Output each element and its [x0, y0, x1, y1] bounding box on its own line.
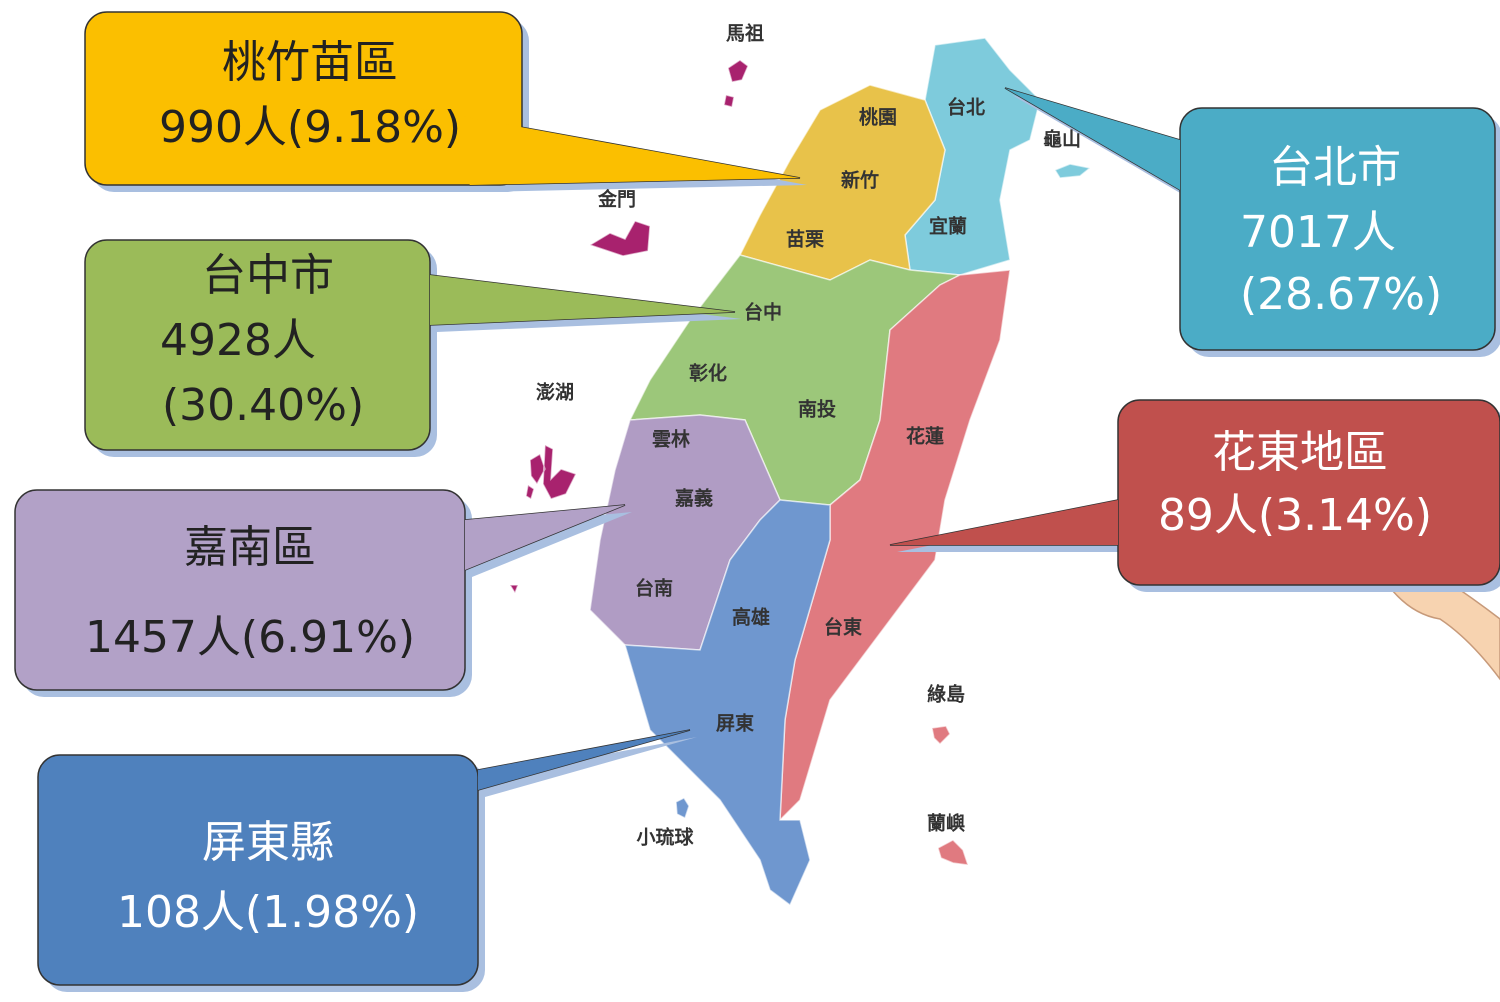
- region-south: [623, 499, 831, 907]
- callout: 台北市 7017人 (28.67%): [1004, 87, 1500, 357]
- callout-join: [430, 275, 735, 325]
- map-label: 嘉義: [674, 487, 713, 510]
- callout-text: (28.67%): [1240, 269, 1442, 320]
- map-label: 南投: [798, 398, 836, 421]
- map-label: 宜蘭: [929, 215, 967, 238]
- callout-text: 108人(1.98%): [117, 887, 419, 938]
- callout-join: [1005, 88, 1180, 190]
- callouts: 桃竹苗區 990人(9.18%) 台中市 4928人 (30.40%) 嘉南區 1457人(…: [14, 11, 1500, 992]
- callout-box: [37, 754, 479, 986]
- island-penghu: [525, 443, 578, 501]
- map-label: 屏東: [716, 712, 754, 735]
- callout: 花東地區 89人(3.14%): [889, 399, 1500, 592]
- callout: 台中市 4928人 (30.40%): [84, 239, 742, 457]
- callout-join: [465, 505, 625, 570]
- map-label: 桃園: [859, 106, 897, 129]
- map-label: 台北: [947, 96, 985, 119]
- callout-text: 台中市: [202, 250, 334, 301]
- callout-join: [478, 730, 690, 790]
- callout-shadow: [1012, 95, 1187, 197]
- callout-text: (30.40%): [162, 380, 364, 431]
- callout: 嘉南區 1457人(6.91%): [14, 489, 632, 697]
- island-guishan: [1053, 163, 1092, 179]
- callout-text: 89人(3.14%): [1158, 490, 1432, 541]
- map-label: 新竹: [841, 169, 879, 192]
- map-label: 小琉球: [636, 826, 694, 849]
- map-label: 高雄: [732, 606, 770, 629]
- callout-text: 4928人: [160, 315, 316, 366]
- map-label: 龜山: [1043, 128, 1081, 151]
- map-label: 苗栗: [786, 229, 824, 251]
- map-label: 綠島: [927, 683, 965, 706]
- island-greenisland: [931, 725, 951, 746]
- map-label: 澎湖: [536, 381, 574, 404]
- callout-join: [890, 500, 1118, 545]
- callout-join: [400, 105, 800, 185]
- map-label: 彰化: [689, 362, 727, 385]
- callout-shadow: [485, 737, 697, 797]
- callout-text: 屏東縣: [202, 817, 334, 868]
- island-xiaoliuqiu: [675, 797, 690, 820]
- callout: 屏東縣 108人(1.98%): [37, 729, 697, 992]
- island-dot: [508, 584, 520, 595]
- map-label: 蘭嶼: [927, 813, 965, 835]
- map-label: 花蓮: [906, 425, 944, 448]
- callout-box: [1117, 399, 1500, 586]
- callout-box: [84, 239, 431, 451]
- island-kinmen: [588, 220, 651, 257]
- callout-text: 7017人: [1240, 207, 1396, 258]
- callout: 桃竹苗區 990人(9.18%): [84, 11, 807, 192]
- callout-box: [1179, 107, 1496, 351]
- callout-text: 990人(9.18%): [159, 102, 461, 153]
- map-label: 馬祖: [726, 22, 764, 45]
- map-label: 台中: [744, 301, 782, 324]
- island-orchid: [937, 839, 970, 866]
- callout-box: [14, 489, 466, 691]
- callout-text: 桃竹苗區: [222, 37, 398, 88]
- callout-text: 台北市: [1269, 142, 1401, 193]
- map-label: 台東: [824, 616, 862, 639]
- callout-text: 1457人(6.91%): [85, 612, 415, 663]
- map-label: 金門: [597, 188, 636, 211]
- callout-box: [84, 11, 523, 186]
- callout-text: 花東地區: [1212, 427, 1388, 478]
- map-label: 台南: [635, 577, 673, 600]
- callout-text: 嘉南區: [184, 522, 316, 573]
- island-matsu: [723, 59, 749, 108]
- map-label: 雲林: [652, 428, 690, 451]
